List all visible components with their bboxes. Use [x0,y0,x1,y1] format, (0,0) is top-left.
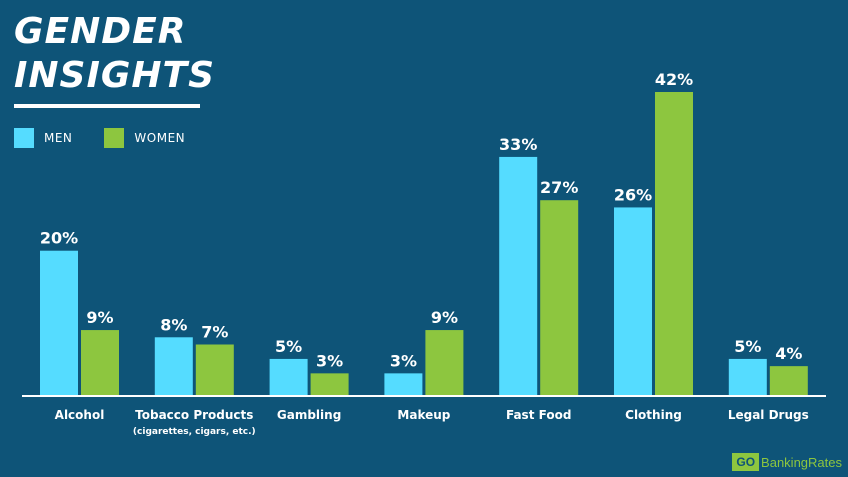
brand-logo-box: GO [732,453,760,471]
data-label-women: 3% [316,351,343,370]
legend-item-men: MEN [14,128,72,148]
brand-logo-text: BankingRates [761,454,842,470]
data-label-men: 8% [160,315,187,334]
legend-label-men: MEN [44,131,73,145]
bar-men [728,358,767,395]
bar-women [655,92,693,395]
data-label-men: 5% [734,337,761,356]
bar-women [195,344,234,395]
legend-swatch-women [104,128,125,148]
bar-men [40,250,78,395]
category-label: Legal Drugs [728,408,809,422]
bar-men [269,358,308,395]
data-label-women: 7% [201,323,228,342]
data-label-men: 33% [499,135,537,154]
data-label-men: 3% [390,351,417,370]
bar-men [499,156,538,395]
category-label: Gambling [277,408,341,422]
data-label-men: 20% [40,229,78,248]
data-label-women: 27% [540,178,578,197]
category-label: Tobacco Products [135,408,253,422]
brand-logo: GO BankingRates [732,453,842,471]
bar-men [384,373,423,395]
data-label-men: 5% [275,337,302,356]
bar-men [614,207,652,395]
legend-swatch-men [14,128,34,148]
data-label-men: 26% [614,185,652,204]
title-line-2: INSIGHTS [14,55,216,96]
bar-men [154,337,193,395]
legend-item-women: WOMEN [104,128,185,148]
chart-title: GENDER INSIGHTS [14,10,215,98]
category-label: Alcohol [55,408,105,422]
bar-women [769,366,808,395]
category-label: Clothing [625,408,682,422]
title-underline [14,104,200,108]
category-label: Makeup [397,408,450,422]
data-label-women: 9% [431,308,458,327]
bar-women [310,373,349,395]
category-sublabel: (cigarettes, cigars, etc.) [133,427,256,437]
bar-women [425,330,464,395]
data-label-women: 4% [775,344,802,363]
bar-women [81,330,119,395]
legend-label-women: WOMEN [134,131,186,145]
data-label-women: 42% [655,70,693,89]
bar-women [540,200,579,395]
category-label: Fast Food [506,408,571,422]
data-label-women: 9% [86,308,113,327]
legend: MEN WOMEN [14,128,217,148]
title-line-1: GENDER [14,11,187,52]
